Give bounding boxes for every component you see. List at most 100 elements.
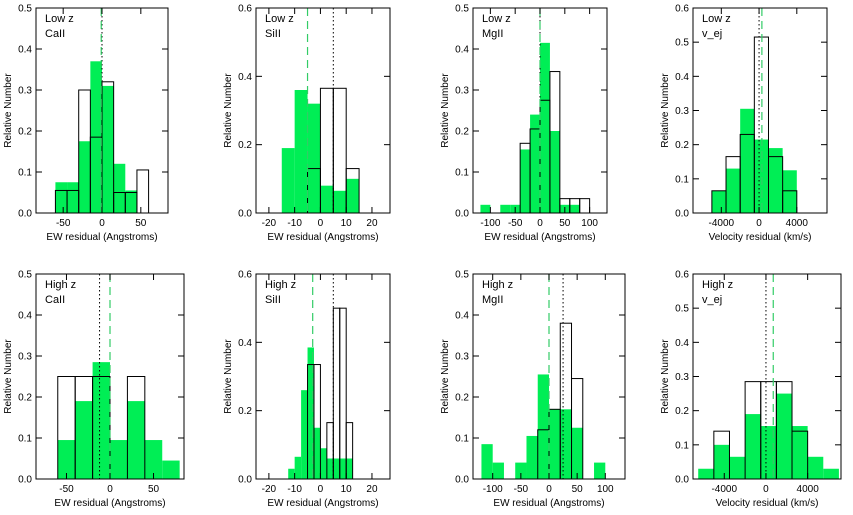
x-tick-label: -50 xyxy=(59,484,74,495)
y-tick-label: 0.2 xyxy=(238,406,252,417)
x-tick-label: -100 xyxy=(483,484,503,495)
x-axis-label: EW residual (Angstroms) xyxy=(493,498,604,509)
x-axis-label: Velocity residual (km/s) xyxy=(716,498,819,509)
y-tick-label: 0.5 xyxy=(455,4,469,15)
y-tick-label: 0.4 xyxy=(238,72,252,83)
panel-4: 0.0 0.1 0.2 0.3 0.4 0.5 0.6 -4000 0 4000 Velocity … xyxy=(660,4,828,243)
y-tick-label: 0.3 xyxy=(455,86,469,97)
filled-bar xyxy=(67,182,79,213)
y-tick-label: 0.2 xyxy=(18,127,32,138)
y-axis-label: Relative Number xyxy=(660,73,671,148)
filled-bar xyxy=(480,204,491,213)
x-axis-label: EW residual (Angstroms) xyxy=(54,498,165,509)
x-tick-label: 0 xyxy=(107,484,113,495)
y-tick-label: 0.5 xyxy=(675,304,689,315)
x-tick-label: -10 xyxy=(287,484,302,495)
y-tick-label: 0.0 xyxy=(238,475,252,486)
x-tick-label: 0 xyxy=(99,218,105,229)
y-tick-label: 0.1 xyxy=(18,168,32,179)
filled-bar xyxy=(571,427,583,479)
filled-bar xyxy=(162,460,180,479)
filled-bar xyxy=(776,393,793,479)
x-axis-label: EW residual (Angstroms) xyxy=(267,498,378,509)
y-tick-label: 0.1 xyxy=(675,174,689,185)
panel-6: 0.0 0.2 0.4 0.6 -20 -10 0 10 20 EW residual (Angs… xyxy=(223,270,391,509)
x-tick-label: 20 xyxy=(366,484,378,495)
filled-bar xyxy=(726,168,741,213)
y-tick-label: 0.0 xyxy=(675,209,689,220)
filled-bar xyxy=(346,458,353,479)
x-tick-label: -4000 xyxy=(711,484,737,495)
y-tick-label: 0.5 xyxy=(18,4,32,15)
panel-label: High z xyxy=(45,279,76,291)
y-tick-label: 0.3 xyxy=(18,86,32,97)
y-tick-label: 0.4 xyxy=(238,338,252,349)
x-tick-label: 100 xyxy=(597,484,614,495)
plot-frame xyxy=(255,273,391,480)
filled-bar xyxy=(78,141,91,213)
y-axis-label: Relative Number xyxy=(660,339,671,414)
x-axis-label: EW residual (Angstroms) xyxy=(484,232,595,243)
y-tick-label: 0.0 xyxy=(455,209,469,220)
panel-3: 0.0 0.1 0.2 0.3 0.4 0.5 -100 -50 0 50 100 EW residu… xyxy=(440,4,608,243)
filled-bar xyxy=(333,458,340,479)
filled-bar xyxy=(301,390,308,479)
y-tick-label: 0.1 xyxy=(455,168,469,179)
filled-bar xyxy=(113,163,126,213)
y-tick-label: 0.4 xyxy=(675,72,689,83)
filled-bar xyxy=(560,409,572,479)
filled-bar xyxy=(754,139,769,213)
filled-bar xyxy=(307,103,321,213)
x-tick-label: -20 xyxy=(262,484,277,495)
panel-label: Low z xyxy=(45,13,74,25)
filled-bar xyxy=(569,204,580,213)
panel-label: SiII xyxy=(265,294,281,306)
y-tick-label: 0.3 xyxy=(455,352,469,363)
panel-label: CaII xyxy=(45,28,65,40)
filled-bar xyxy=(57,440,76,479)
y-tick-label: 0.2 xyxy=(18,393,32,404)
panel-label: MgII xyxy=(482,294,503,306)
y-axis-label: Relative Number xyxy=(440,339,451,414)
filled-bar xyxy=(711,190,727,213)
filled-bar xyxy=(55,182,68,213)
filled-bar xyxy=(549,131,560,213)
y-tick-label: 0.0 xyxy=(18,475,32,486)
filled-bar xyxy=(530,114,540,213)
outline-bar xyxy=(579,198,591,214)
x-tick-label: -10 xyxy=(287,218,302,229)
y-tick-label: 0.4 xyxy=(18,311,32,322)
filled-bar xyxy=(807,456,824,479)
filled-bar xyxy=(549,409,561,479)
filled-bar xyxy=(526,435,538,479)
filled-bar xyxy=(515,462,527,479)
outline-bar xyxy=(332,307,341,480)
x-tick-label: 0 xyxy=(537,218,543,229)
filled-bar xyxy=(782,170,797,213)
y-tick-label: 0.1 xyxy=(675,440,689,451)
x-tick-label: 4000 xyxy=(786,218,809,229)
filled-bar xyxy=(92,362,110,479)
filled-bar xyxy=(125,190,137,213)
y-tick-label: 0.4 xyxy=(18,45,32,56)
filled-bar xyxy=(520,149,531,213)
y-tick-label: 0.5 xyxy=(675,38,689,49)
y-axis-label: Relative Number xyxy=(223,73,234,148)
y-tick-label: 0.5 xyxy=(455,270,469,281)
filled-bar xyxy=(594,462,606,479)
x-tick-label: -50 xyxy=(56,218,71,229)
filled-bar xyxy=(768,148,783,213)
filled-bar xyxy=(320,448,327,479)
x-tick-label: -4000 xyxy=(709,218,735,229)
filled-bar xyxy=(320,185,334,213)
filled-bar xyxy=(313,427,321,479)
x-tick-label: 0 xyxy=(763,484,769,495)
y-tick-label: 0.6 xyxy=(238,270,252,281)
y-axis-label: Relative Number xyxy=(440,73,451,148)
filled-bar xyxy=(481,444,493,479)
filled-bar xyxy=(326,458,334,479)
x-axis-label: Velocity residual (km/s) xyxy=(709,232,812,243)
filled-bar xyxy=(75,401,93,479)
filled-bar xyxy=(745,414,761,479)
